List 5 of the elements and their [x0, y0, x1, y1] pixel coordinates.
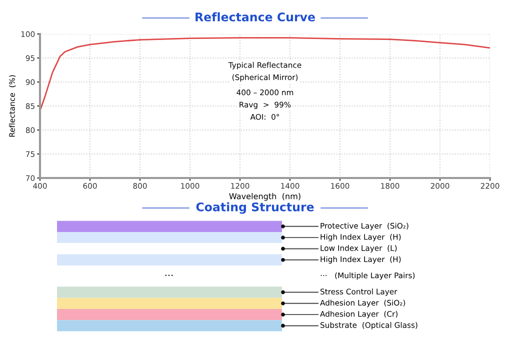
x-axis-title: Wavelength (nm)	[229, 193, 300, 201]
chart-title: Reflectance Curve	[196, 12, 315, 22]
text: Coating Structure	[196, 202, 314, 214]
line-series	[40, 37, 490, 112]
text: ···	[165, 274, 173, 276]
